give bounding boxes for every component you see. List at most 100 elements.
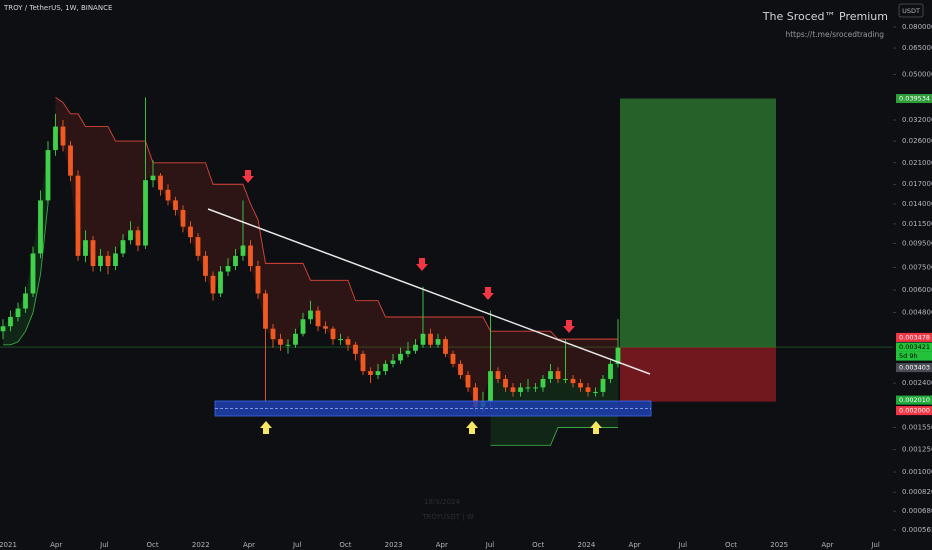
x-tick-label: 2023 bbox=[385, 541, 403, 549]
target-zone bbox=[620, 98, 776, 348]
candle-body bbox=[360, 353, 366, 372]
candle-body bbox=[23, 293, 28, 309]
x-tick-label: Apr bbox=[629, 541, 641, 549]
currency[interactable]: USDT bbox=[902, 7, 920, 15]
candle-body bbox=[0, 326, 6, 332]
candle-body bbox=[308, 310, 313, 320]
candle-body bbox=[555, 371, 561, 379]
candle-body bbox=[398, 353, 403, 361]
candle-body bbox=[300, 319, 306, 334]
price-tag-label: 0.002000 bbox=[899, 407, 930, 415]
axis-background bbox=[893, 0, 932, 550]
candle-body bbox=[345, 339, 351, 345]
watermark-date: 18/3/2024 bbox=[424, 498, 460, 506]
candle-body bbox=[405, 350, 411, 354]
candle-body bbox=[83, 240, 88, 256]
price-tag bbox=[896, 342, 932, 352]
candle-body bbox=[383, 363, 388, 372]
arrow-up bbox=[466, 421, 478, 434]
price-tag bbox=[896, 332, 932, 342]
arrow-down bbox=[242, 170, 254, 183]
time-axis-background bbox=[0, 540, 932, 550]
candle-body bbox=[98, 255, 103, 267]
candle-body bbox=[533, 387, 538, 389]
candle-body bbox=[225, 266, 231, 272]
candle-body bbox=[353, 344, 358, 354]
candle-body bbox=[255, 266, 261, 294]
x-tick-label: Apr bbox=[821, 541, 833, 549]
price-tag bbox=[896, 363, 932, 373]
watermark-symbol: TROYUSDT | W bbox=[421, 513, 474, 521]
trend-line bbox=[207, 208, 651, 375]
price-tag bbox=[896, 395, 932, 405]
candle-body bbox=[315, 310, 321, 327]
x-tick-label: Jul bbox=[870, 541, 880, 549]
candle-body bbox=[585, 387, 591, 392]
stop_upper-line bbox=[55, 96, 618, 340]
candle-body bbox=[270, 328, 276, 340]
candle-body bbox=[518, 387, 523, 392]
x-tick-label: 2021 bbox=[0, 541, 17, 549]
candle-body bbox=[38, 200, 43, 254]
candle-body bbox=[188, 226, 193, 238]
sell-arrows bbox=[242, 170, 575, 333]
candle-body bbox=[390, 360, 396, 364]
candle-body bbox=[128, 230, 133, 241]
candle-body bbox=[263, 293, 268, 329]
x-tick-label: Jul bbox=[485, 541, 495, 549]
price-tag-label: 0.003478 bbox=[899, 333, 930, 341]
candle-body bbox=[375, 371, 381, 375]
candle-body bbox=[473, 387, 478, 407]
x-tick-label: Jul bbox=[292, 541, 302, 549]
candle-body bbox=[8, 317, 13, 327]
arrow-up bbox=[590, 421, 602, 434]
x-tick-label: Apr bbox=[436, 541, 448, 549]
arrow-down bbox=[482, 287, 494, 300]
arrow-down bbox=[416, 258, 428, 271]
candle-body bbox=[593, 391, 598, 393]
candle-body bbox=[60, 126, 66, 146]
candle-body bbox=[210, 275, 216, 294]
currency-box[interactable] bbox=[898, 3, 924, 18]
candle-body bbox=[488, 371, 493, 402]
candle-body bbox=[578, 383, 583, 388]
candle-body bbox=[75, 175, 81, 256]
candle-body bbox=[30, 253, 36, 294]
candle-body bbox=[53, 126, 58, 151]
y-tick-label: 0.000565 bbox=[902, 526, 932, 534]
brand: The Sroced™ Premium bbox=[762, 10, 888, 23]
candle-body bbox=[173, 200, 178, 210]
price-tag-label: 0.003421 bbox=[899, 343, 930, 351]
stop_lower-line bbox=[3, 203, 49, 346]
candle-body bbox=[495, 371, 501, 379]
countdown-box bbox=[896, 351, 932, 361]
candle-body bbox=[195, 237, 201, 256]
candle-body bbox=[435, 339, 441, 345]
candle-body bbox=[158, 175, 163, 190]
x-tick-label: 2025 bbox=[770, 541, 788, 549]
candle-body bbox=[150, 175, 156, 181]
candle-body bbox=[113, 253, 118, 267]
price-tag bbox=[896, 94, 932, 104]
countdown: 5d 9h bbox=[899, 352, 918, 360]
candle-body bbox=[600, 378, 606, 392]
x-tick-label: 2024 bbox=[577, 541, 595, 549]
candle-body bbox=[563, 378, 568, 380]
candle-body bbox=[278, 339, 283, 345]
x-tick-label: Oct bbox=[339, 541, 351, 549]
